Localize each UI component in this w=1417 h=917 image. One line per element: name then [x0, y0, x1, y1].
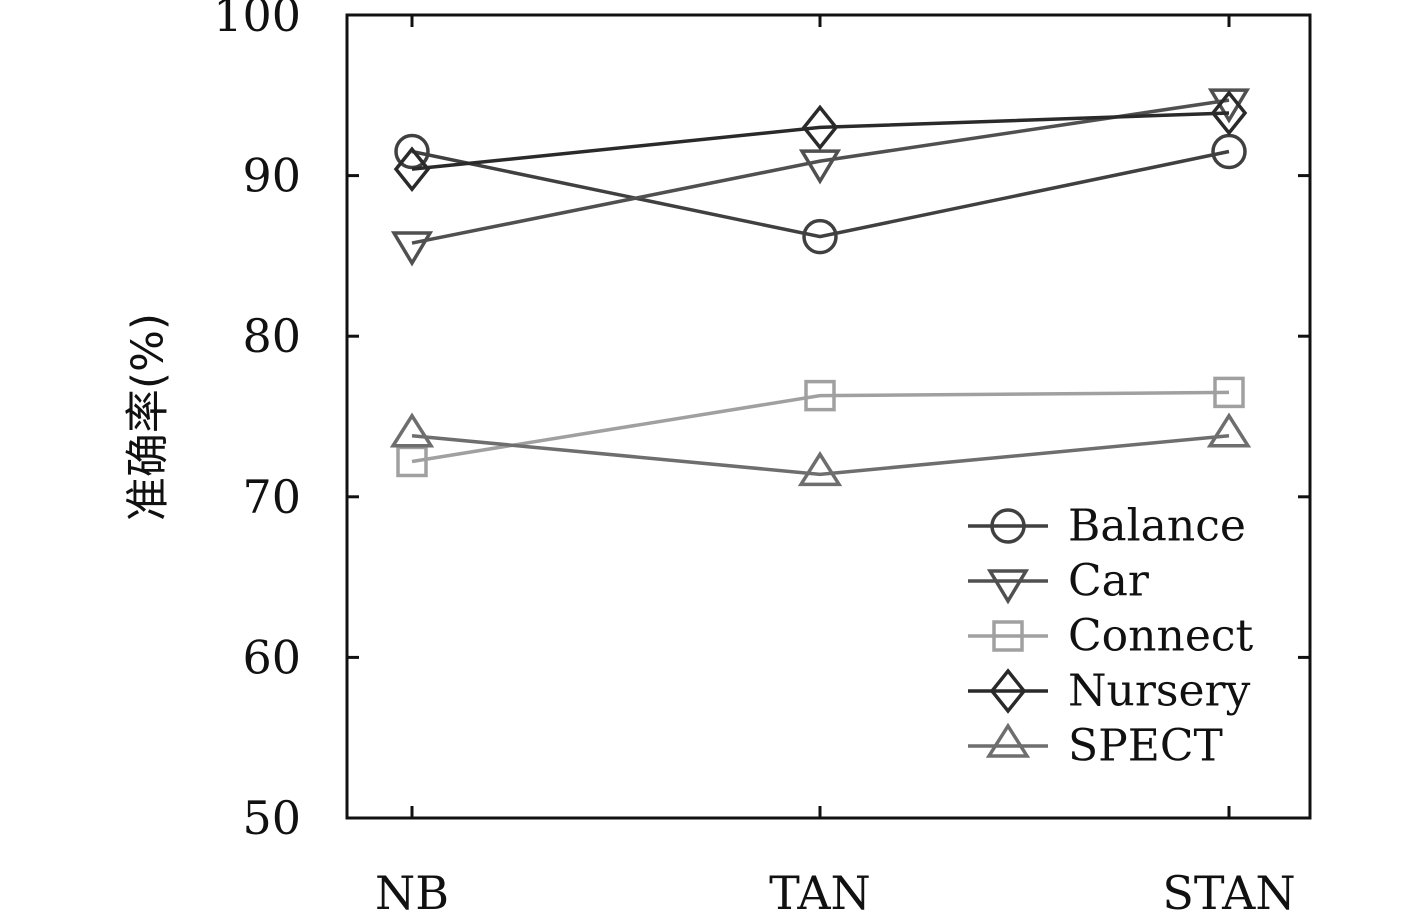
- legend-label: Connect: [1068, 611, 1254, 662]
- legend-marker: [986, 569, 1030, 605]
- legend-item: Car: [968, 556, 1150, 607]
- data-point: [1213, 376, 1245, 409]
- y-tick-label: 60: [242, 630, 301, 684]
- data-point: [802, 218, 838, 255]
- series-balance: [394, 133, 1247, 255]
- data-point: [1210, 90, 1248, 136]
- legend-marker: [989, 668, 1027, 714]
- legend-marker: [992, 620, 1024, 652]
- data-point: [804, 379, 836, 412]
- data-point: [393, 146, 431, 192]
- y-tick-label: 70: [242, 470, 301, 524]
- legend-item: SPECT: [968, 721, 1223, 772]
- legend-item: Nursery: [968, 666, 1251, 717]
- series-line: [411, 434, 1230, 477]
- series-line: [411, 390, 1230, 464]
- plot-frame: [345, 13, 1312, 820]
- x-tick-label: STAN: [1162, 866, 1295, 917]
- data-point: [389, 412, 435, 448]
- series-nursery: [393, 90, 1248, 192]
- data-point: [797, 451, 843, 487]
- legend-label: Balance: [1068, 501, 1246, 552]
- x-axis: NB TAN STAN: [375, 15, 1296, 917]
- data-point: [798, 149, 842, 185]
- data-point: [801, 104, 839, 151]
- series-line: [411, 98, 1230, 245]
- x-tick-label: TAN: [769, 866, 871, 917]
- y-axis: 50 60 70 80 90 100: [213, 0, 1310, 845]
- y-tick-label: 90: [242, 149, 301, 203]
- series-connect: [396, 376, 1245, 478]
- legend-item: Balance: [968, 501, 1246, 552]
- data-point: [390, 231, 434, 267]
- series-line: [411, 111, 1230, 171]
- series-line: [411, 149, 1230, 239]
- data-point: [1206, 412, 1252, 448]
- y-tick-label: 80: [242, 309, 301, 363]
- y-axis-title: 准确率(%): [123, 313, 174, 521]
- legend-label: SPECT: [1068, 721, 1223, 772]
- legend-marker: [985, 722, 1031, 758]
- legend-marker: [990, 508, 1026, 544]
- series-layer: [389, 88, 1252, 487]
- y-tick-label: 100: [213, 0, 301, 42]
- y-tick-label: 50: [242, 791, 301, 845]
- legend-label: Car: [1068, 556, 1150, 607]
- series-spect: [389, 412, 1252, 487]
- legend-label: Nursery: [1068, 666, 1251, 717]
- x-tick-label: NB: [375, 866, 449, 917]
- legend-item: Connect: [968, 611, 1254, 662]
